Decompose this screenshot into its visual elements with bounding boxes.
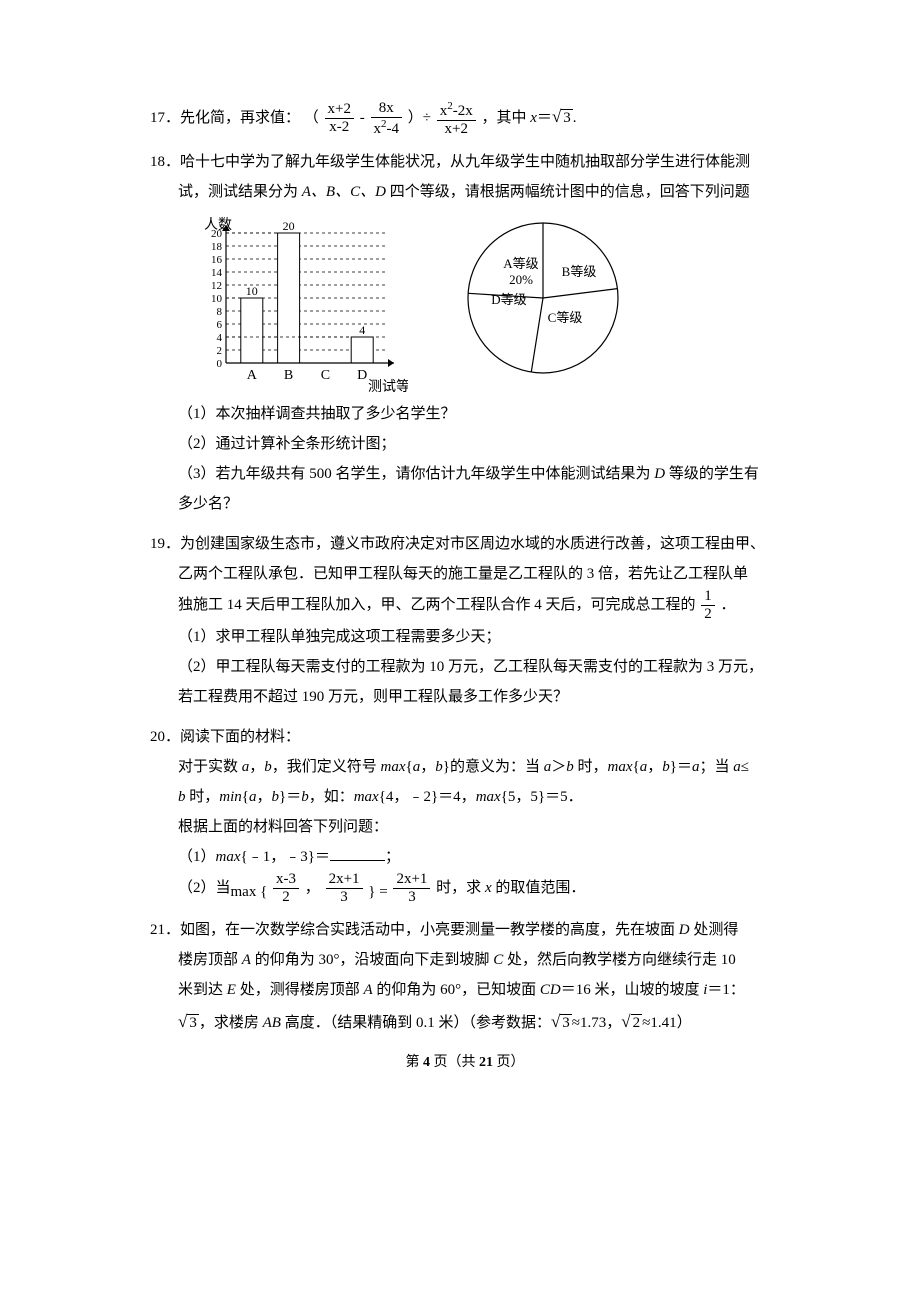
svg-text:14: 14	[211, 267, 223, 279]
page-footer: 第 4 页（共 21 页）	[150, 1049, 780, 1077]
svg-text:0: 0	[217, 358, 223, 370]
q21-l1: 21．如图，在一次数学综合实践活动中，小亮要测量一教学楼的高度，先在坡面 D 处…	[150, 915, 780, 945]
svg-text:C: C	[321, 368, 330, 383]
q18-sub2: （2）通过计算补全条形统计图；	[150, 429, 780, 459]
svg-text:18: 18	[211, 241, 223, 253]
q17-frac3: x2-2x x+2	[437, 101, 476, 137]
svg-text:12: 12	[211, 280, 222, 292]
question-20: 20．阅读下面的材料： 对于实数 a，b，我们定义符号 max{a，b}的意义为…	[150, 722, 780, 905]
q18-charts: 2018161412108642010A20BC4D人数测试等级 A等级20%B…	[178, 213, 780, 393]
q18-sub3c: 多少名？	[150, 489, 780, 519]
q17-stem: 17．先化简，再求值： （ x+2 x-2 - 8x x2-4 ）÷ x2-2x…	[150, 100, 780, 137]
svg-text:A: A	[247, 368, 258, 383]
pie-chart: A等级20% B等级 C等级 D等级	[448, 213, 638, 383]
q21-l3: 米到达 E 处，测得楼房顶部 A 的仰角为 60°，已知坡面 CD＝16 米，山…	[150, 975, 780, 1005]
q20-sub1: （1）max{﹣1，﹣3}＝；	[150, 842, 780, 872]
q19-l2: 乙两个工程队承包．已知甲工程队每天的施工量是乙工程队的 3 倍，若先让乙工程队单	[150, 559, 780, 589]
svg-text:A等级: A等级	[503, 256, 538, 271]
bar-chart: 2018161412108642010A20BC4D人数测试等级	[178, 213, 408, 393]
q19-l3: 独施工 14 天后甲工程队加入，甲、乙两个工程队合作 4 天后，可完成总工程的 …	[150, 589, 780, 622]
svg-text:D: D	[357, 368, 367, 383]
svg-text:D等级: D等级	[491, 292, 526, 307]
answer-blank[interactable]	[330, 847, 385, 861]
q17-label: 17．先化简，再求值：	[150, 110, 300, 126]
q17-frac1: x+2 x-2	[325, 102, 354, 135]
svg-text:4: 4	[217, 332, 223, 344]
q18-stem1: 18．哈十七中学为了解九年级学生体能状况，从九年级学生中随机抽取部分学生进行体能…	[150, 147, 780, 177]
q18-stem2: 试，测试结果分为 A、B、C、D 四个等级，请根据两幅统计图中的信息，回答下列问…	[150, 177, 780, 207]
svg-text:8: 8	[217, 306, 223, 318]
q21-l4: 3，求楼房 AB 高度．（结果精确到 0.1 米）（参考数据：3≈1.73，2≈…	[150, 1005, 780, 1039]
svg-text:6: 6	[217, 319, 223, 331]
question-18: 18．哈十七中学为了解九年级学生体能状况，从九年级学生中随机抽取部分学生进行体能…	[150, 147, 780, 519]
q20-l1: 20．阅读下面的材料：	[150, 722, 780, 752]
q20-sub2: （2）当max { x-32 ， 2x+13 } = 2x+13 时，求 x 的…	[150, 872, 780, 905]
q20-l4: 根据上面的材料回答下列问题：	[150, 812, 780, 842]
q20-l2: 对于实数 a，b，我们定义符号 max{a，b}的意义为：当 a＞b 时，max…	[150, 752, 780, 782]
svg-text:4: 4	[359, 323, 365, 337]
svg-text:C等级: C等级	[548, 310, 583, 325]
svg-text:B: B	[284, 368, 293, 383]
svg-text:2: 2	[217, 345, 223, 357]
svg-text:20: 20	[283, 219, 295, 233]
q18-sub3a: （3）若九年级共有 500 名学生，请你估计九年级学生中体能测试结果为 D 等级…	[150, 459, 780, 489]
q19-sub2a: （2）甲工程队每天需支付的工程款为 10 万元，乙工程队每天需支付的工程款为 3…	[150, 652, 780, 682]
svg-text:10: 10	[246, 284, 258, 298]
svg-text:B等级: B等级	[562, 264, 597, 279]
svg-text:10: 10	[211, 293, 223, 305]
q21-l2: 楼房顶部 A 的仰角为 30°，沿坡面向下走到坡脚 C 处，然后向教学楼方向继续…	[150, 945, 780, 975]
q19-sub2b: 若工程费用不超过 190 万元，则甲工程队最多工作多少天？	[150, 682, 780, 712]
q19-l1: 19．为创建国家级生态市，遵义市政府决定对市区周边水域的水质进行改善，这项工程由…	[150, 529, 780, 559]
question-21: 21．如图，在一次数学综合实践活动中，小亮要测量一教学楼的高度，先在坡面 D 处…	[150, 915, 780, 1039]
question-19: 19．为创建国家级生态市，遵义市政府决定对市区周边水域的水质进行改善，这项工程由…	[150, 529, 780, 712]
svg-text:测试等级: 测试等级	[368, 378, 408, 393]
svg-text:人数: 人数	[204, 217, 232, 233]
svg-text:20%: 20%	[509, 272, 533, 287]
q19-sub1: （1）求甲工程队单独完成这项工程需要多少天；	[150, 622, 780, 652]
svg-text:16: 16	[211, 254, 223, 266]
q18-sub1: （1）本次抽样调查共抽取了多少名学生？	[150, 399, 780, 429]
q20-l3: b 时，min{a，b}＝b，如：max{4，﹣2}＝4，max{5，5}＝5．	[150, 782, 780, 812]
q17-frac2: 8x x2-4	[371, 101, 403, 137]
question-17: 17．先化简，再求值： （ x+2 x-2 - 8x x2-4 ）÷ x2-2x…	[150, 100, 780, 137]
